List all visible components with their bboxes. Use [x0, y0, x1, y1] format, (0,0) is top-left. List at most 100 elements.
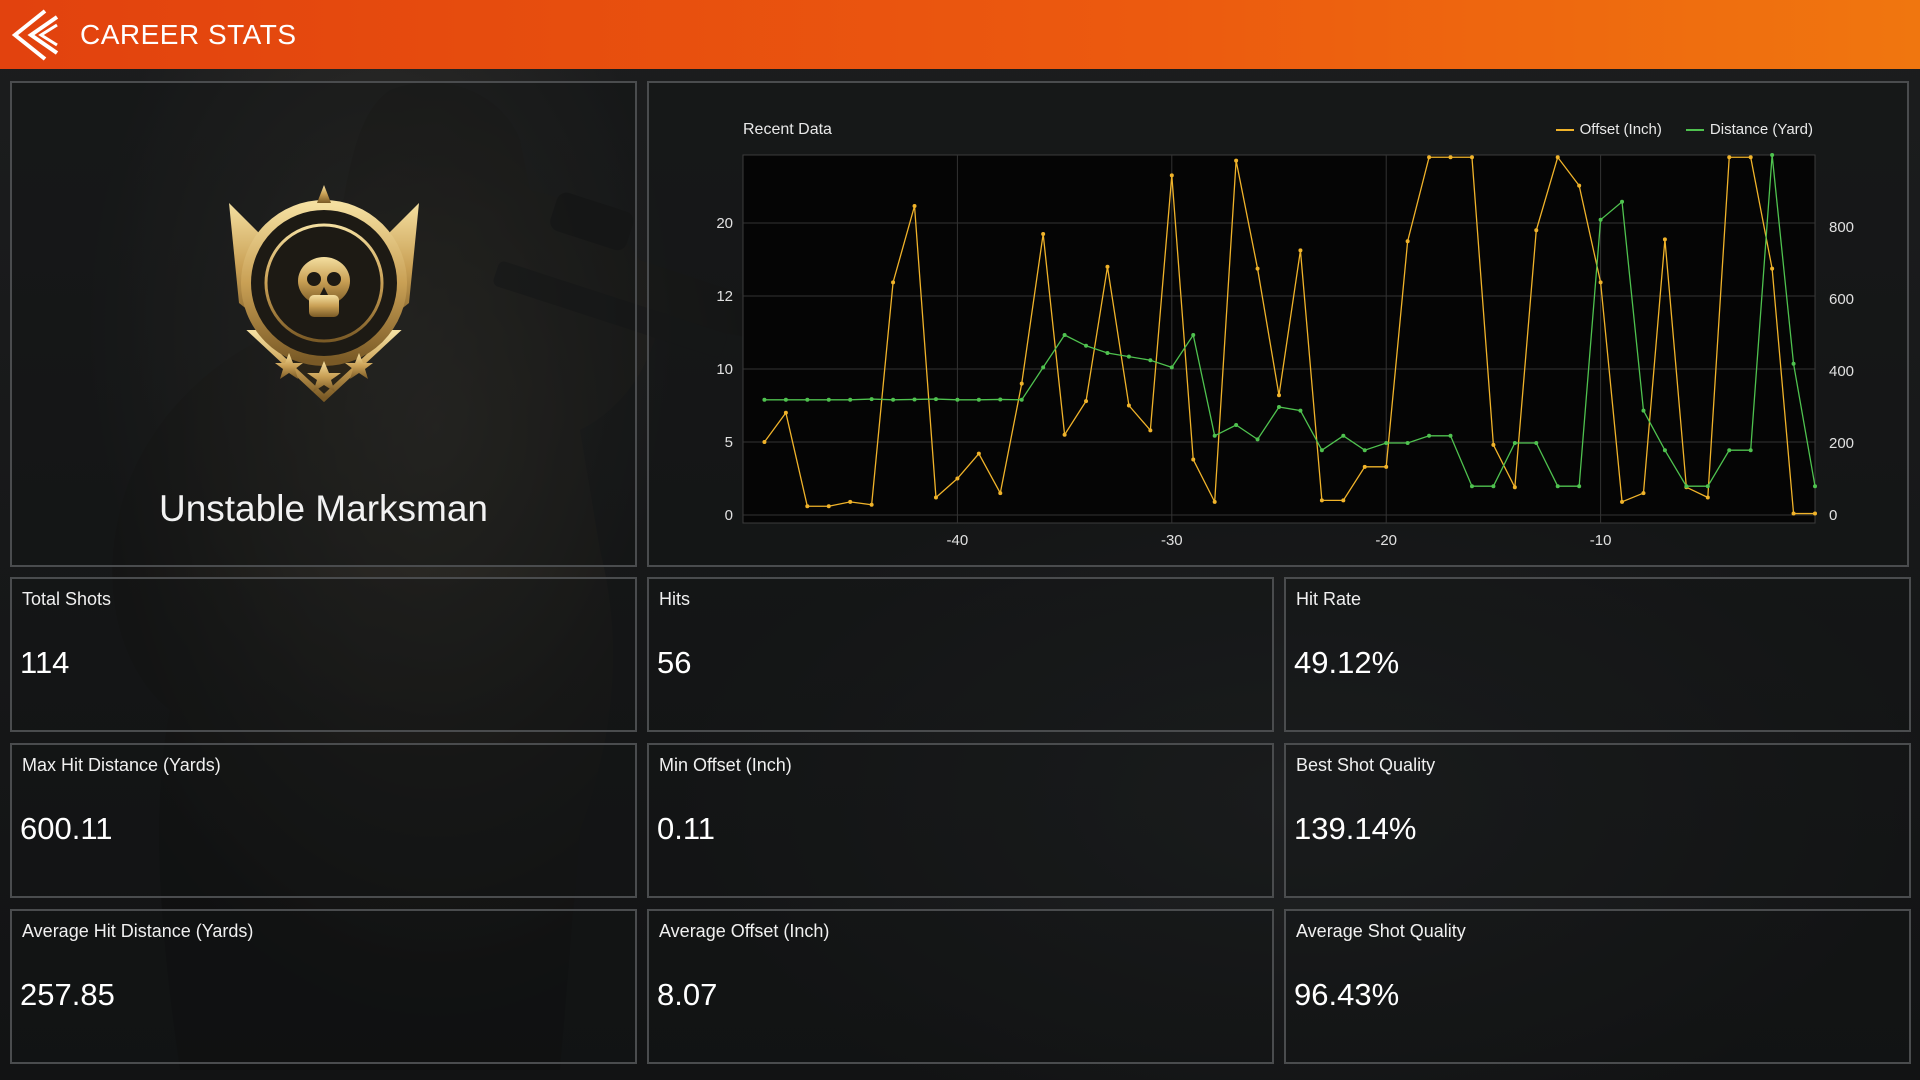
- data-point-distance: [783, 397, 788, 402]
- data-point-offset: [955, 476, 960, 481]
- data-point-offset: [826, 504, 831, 509]
- data-point-offset: [805, 504, 810, 509]
- data-point-distance: [1191, 333, 1196, 337]
- data-point-distance: [998, 397, 1003, 402]
- chart-y-left-tick-label: 20: [716, 215, 733, 232]
- data-point-offset: [1491, 442, 1496, 447]
- data-point-distance: [1234, 423, 1239, 427]
- skull-crosshair-medal-icon: [228, 185, 419, 403]
- data-point-distance: [1620, 199, 1625, 204]
- chart-y-right-tick-label: 600: [1829, 291, 1854, 308]
- data-point-distance: [933, 397, 938, 402]
- data-point-offset: [1319, 498, 1324, 503]
- data-point-distance: [976, 397, 981, 402]
- data-point-distance: [1019, 397, 1024, 402]
- stat-card-max-hit-distance: Max Hit Distance (Yards) 600.11: [10, 743, 637, 898]
- data-point-offset: [869, 502, 874, 507]
- rank-title: Unstable Marksman: [158, 488, 488, 529]
- stat-value: 257.85: [20, 977, 115, 1012]
- rank-badge-panel: Unstable Marksman: [10, 81, 637, 567]
- data-point-distance: [1641, 408, 1646, 413]
- data-point-offset: [1148, 428, 1153, 433]
- data-point-distance: [1791, 361, 1796, 366]
- data-point-distance: [1448, 433, 1453, 438]
- data-point-distance: [1598, 217, 1603, 222]
- data-point-offset: [1191, 457, 1196, 462]
- legend-item-distance: Distance (Yard): [1685, 121, 1813, 138]
- data-point-distance: [1298, 408, 1303, 413]
- chart-y-left-tick-label: 12: [716, 288, 733, 305]
- stat-value: 8.07: [657, 977, 718, 1012]
- chart-x-tick-label: -30: [1161, 532, 1183, 549]
- data-point-distance: [1319, 448, 1324, 453]
- chart-y-left-tick-label: 0: [725, 507, 733, 524]
- chart-title: Recent Data: [743, 121, 832, 138]
- data-point-offset: [1598, 280, 1603, 285]
- data-point-distance: [869, 397, 874, 402]
- data-point-offset: [1427, 155, 1432, 160]
- data-point-distance: [1405, 441, 1410, 445]
- stat-card-total-shots: Total Shots 114: [10, 577, 637, 732]
- back-button[interactable]: [0, 0, 70, 69]
- legend-label-distance: Distance (Yard): [1709, 121, 1813, 138]
- data-point-distance: [805, 397, 810, 402]
- data-point-offset: [783, 410, 788, 415]
- data-point-distance: [1727, 448, 1732, 453]
- data-point-offset: [976, 451, 981, 456]
- data-point-distance: [826, 397, 831, 402]
- data-point-distance: [1148, 358, 1153, 363]
- data-point-offset: [1577, 183, 1582, 188]
- data-point-distance: [1748, 448, 1753, 453]
- stat-card-hit-rate: Hit Rate 49.12%: [1284, 577, 1911, 732]
- data-point-distance: [848, 397, 853, 402]
- data-point-distance: [1384, 441, 1389, 445]
- data-point-offset: [1448, 155, 1453, 160]
- stat-value: 600.11: [20, 811, 113, 846]
- data-point-offset: [998, 491, 1003, 496]
- data-point-distance: [912, 397, 917, 402]
- data-point-offset: [1062, 432, 1067, 437]
- data-point-distance: [1684, 484, 1689, 489]
- data-point-offset: [1212, 499, 1217, 504]
- data-point-distance: [1770, 153, 1775, 157]
- data-point-offset: [1534, 228, 1539, 233]
- data-point-distance: [1534, 441, 1539, 445]
- stat-label: Best Shot Quality: [1296, 755, 1436, 775]
- chart-y-left-tick-label: 5: [725, 434, 733, 451]
- data-point-offset: [1105, 264, 1110, 269]
- data-point-offset: [1727, 155, 1732, 160]
- chart-y-right-tick-label: 800: [1829, 219, 1854, 236]
- data-point-distance: [1491, 484, 1496, 489]
- stat-label: Average Hit Distance (Yards): [22, 921, 254, 941]
- stat-label: Max Hit Distance (Yards): [22, 755, 221, 775]
- double-chevron-left-icon: [11, 8, 59, 61]
- stat-value: 49.12%: [1294, 645, 1400, 680]
- data-point-distance: [1212, 433, 1217, 438]
- stat-card-best-shot-quality: Best Shot Quality 139.14%: [1284, 743, 1911, 898]
- data-point-offset: [1662, 237, 1667, 242]
- data-point-distance: [1362, 448, 1367, 453]
- data-point-offset: [1362, 464, 1367, 469]
- stat-value: 96.43%: [1294, 977, 1400, 1012]
- stat-card-average-hit-distance: Average Hit Distance (Yards) 257.85: [10, 909, 637, 1064]
- stat-label: Min Offset (Inch): [659, 755, 792, 775]
- data-point-offset: [933, 495, 938, 500]
- legend-swatch-offset: [1555, 128, 1574, 131]
- recent-data-chart-panel: -40 -30 -20 -10 0 5 10 12 20 0 200 400 600 800 Recent…: [647, 81, 1909, 567]
- data-point-offset: [1555, 155, 1560, 160]
- data-point-offset: [1255, 266, 1260, 271]
- data-point-offset: [1041, 231, 1046, 236]
- data-point-offset: [1405, 239, 1410, 244]
- legend-item-offset: Offset (Inch): [1555, 121, 1662, 138]
- data-point-offset: [762, 440, 767, 444]
- chart-x-tick-label: -40: [947, 532, 969, 549]
- series-line-offset: [763, 155, 1815, 515]
- chart-x-tick-label: -20: [1375, 532, 1397, 549]
- data-point-offset: [1641, 491, 1646, 496]
- stat-card-average-offset: Average Offset (Inch) 8.07: [647, 909, 1274, 1064]
- header-bar: CAREER STATS: [0, 0, 1920, 69]
- data-point-distance: [1705, 484, 1710, 489]
- data-point-offset: [1019, 381, 1024, 386]
- stat-label: Average Shot Quality: [1296, 921, 1466, 941]
- chart-y-right-tick-label: 400: [1829, 363, 1854, 380]
